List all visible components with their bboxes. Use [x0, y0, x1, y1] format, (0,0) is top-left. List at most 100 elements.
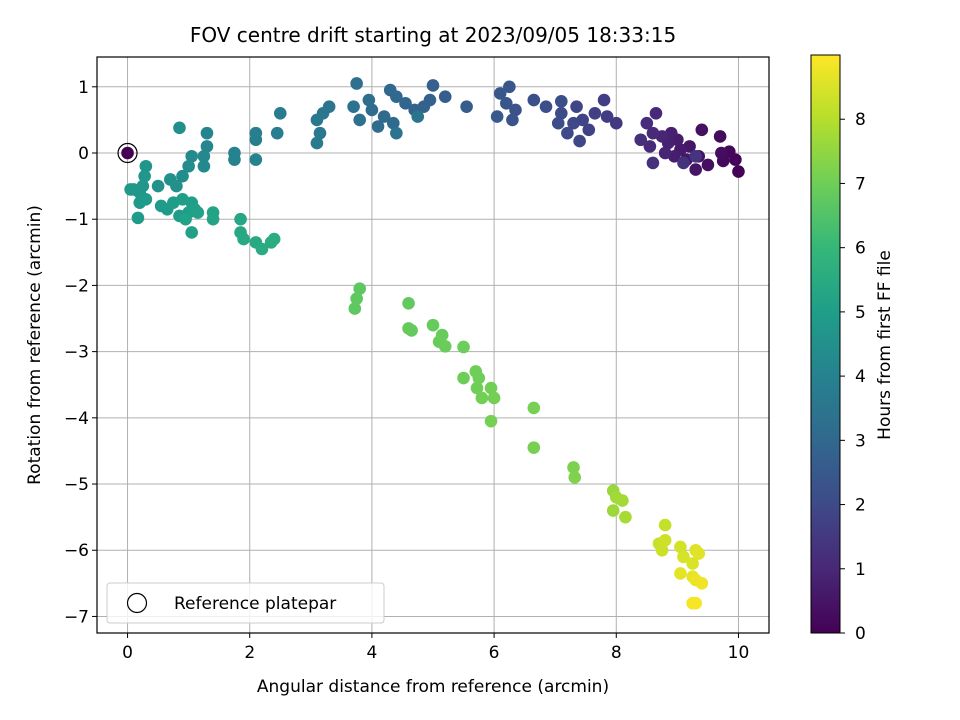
data-point: [249, 153, 263, 166]
data-point: [490, 110, 504, 123]
data-point: [493, 87, 507, 100]
data-point: [273, 106, 287, 120]
data-point: [390, 126, 403, 140]
data-point: [200, 140, 214, 153]
data-point: [191, 206, 205, 219]
data-point: [649, 106, 663, 120]
data-point: [411, 110, 425, 123]
data-point: [457, 340, 470, 354]
data-point: [383, 83, 397, 97]
data-point: [527, 93, 541, 107]
data-point: [674, 540, 687, 554]
x-tick-label: 0: [122, 643, 133, 663]
data-point: [695, 577, 709, 590]
data-point: [405, 324, 418, 337]
data-point: [686, 557, 699, 570]
data-point: [234, 212, 247, 226]
colorbar-tick-label: 7: [855, 174, 866, 194]
data-point: [484, 414, 498, 428]
data-point: [138, 169, 151, 183]
y-tick-label: −1: [64, 210, 89, 230]
data-point: [695, 123, 709, 137]
data-point: [399, 97, 412, 110]
data-point: [503, 80, 516, 94]
data-point: [643, 140, 657, 153]
y-axis-label: Rotation from reference (arcmin): [25, 205, 45, 485]
y-axis-ticks: 1 0 −1 −2 −3 −4 −5 −6 −7: [64, 78, 97, 627]
data-point: [567, 461, 580, 474]
data-point: [655, 543, 669, 557]
data-point: [347, 100, 360, 113]
data-point: [600, 110, 614, 123]
data-point: [713, 130, 727, 143]
data-point: [616, 494, 629, 507]
data-point: [402, 296, 415, 310]
x-tick-label: 6: [489, 643, 500, 663]
data-point: [435, 328, 449, 342]
data-point: [551, 116, 565, 130]
data-point: [139, 193, 153, 206]
data-point: [270, 126, 284, 140]
data-point: [658, 518, 672, 532]
data-point: [255, 242, 269, 256]
data-point: [267, 232, 281, 246]
data-point: [438, 340, 452, 353]
data-point: [689, 163, 702, 176]
data-point: [588, 106, 602, 120]
y-tick-label: 0: [78, 144, 89, 164]
data-point: [151, 179, 165, 193]
data-point: [173, 121, 186, 135]
data-point: [237, 232, 250, 246]
data-point: [371, 120, 385, 133]
data-point: [640, 116, 654, 130]
colorbar: [810, 54, 841, 634]
x-tick-label: 2: [244, 643, 255, 663]
data-point: [365, 103, 379, 117]
data-point: [460, 100, 473, 113]
data-point: [597, 93, 611, 107]
data-point: [310, 136, 324, 150]
data-point: [206, 212, 220, 226]
data-point: [509, 103, 522, 117]
data-point: [179, 212, 192, 226]
x-tick-label: 10: [728, 643, 750, 663]
x-tick-label: 4: [366, 643, 377, 663]
data-point: [350, 292, 363, 305]
data-point: [438, 90, 452, 104]
data-point: [197, 150, 211, 163]
y-tick-label: −3: [64, 343, 89, 363]
legend-label: Reference platepar: [174, 594, 336, 614]
x-axis-ticks: 0 2 4 6 8 10: [122, 633, 749, 663]
data-point: [658, 146, 672, 160]
data-point: [426, 318, 440, 332]
data-point: [353, 113, 366, 127]
colorbar-label: Hours from first FF file: [875, 250, 895, 440]
data-point: [701, 158, 715, 172]
legend-box: [106, 582, 385, 624]
colorbar-ticks: 0 1 2 3 4 5 6 7 8: [840, 110, 866, 644]
data-point: [527, 441, 541, 454]
data-point: [609, 116, 623, 130]
data-point: [185, 150, 198, 163]
data-point: [570, 100, 583, 113]
data-point: [606, 504, 620, 517]
data-point: [689, 150, 702, 163]
y-tick-label: −7: [64, 607, 89, 627]
data-point: [386, 116, 400, 130]
data-point: [249, 133, 263, 147]
x-axis-label: Angular distance from reference (arcmin): [257, 677, 609, 697]
data-point: [506, 113, 519, 127]
data-point: [554, 95, 568, 108]
chart-title: FOV centre drift starting at 2023/09/05 …: [190, 23, 676, 47]
data-point: [350, 77, 363, 90]
data-point: [692, 547, 706, 560]
colorbar-tick-label: 3: [855, 431, 866, 451]
data-point: [487, 391, 501, 405]
y-tick-label: −6: [64, 541, 89, 561]
data-point: [715, 146, 728, 160]
data-point: [164, 173, 177, 186]
data-point: [634, 133, 648, 147]
data-point: [539, 100, 553, 113]
data-point: [353, 282, 366, 296]
